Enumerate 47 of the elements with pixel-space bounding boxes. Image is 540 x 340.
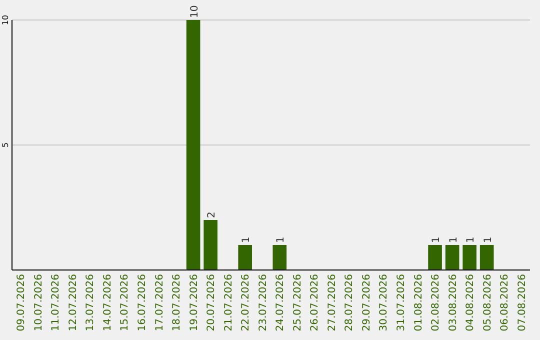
x-tick-label: 10.07.2026 xyxy=(33,274,44,332)
x-tick-label: 31.07.2026 xyxy=(396,274,407,332)
x-tick-label: 24.07.2026 xyxy=(275,274,286,332)
bar xyxy=(204,220,218,270)
data-label: 1 xyxy=(448,236,460,243)
x-tick-label: 02.08.2026 xyxy=(430,274,442,332)
x-tick-label: 09.07.2026 xyxy=(16,274,28,332)
data-label: 10 xyxy=(189,5,200,18)
x-tick-label: 21.07.2026 xyxy=(223,274,234,332)
x-tick-label: 13.07.2026 xyxy=(85,274,96,332)
x-tick-label: 18.07.2026 xyxy=(172,274,183,332)
x-tick-label: 03.08.2026 xyxy=(448,274,459,332)
data-label: 2 xyxy=(206,212,218,218)
data-label: 1 xyxy=(241,236,252,243)
x-tick-label: 07.08.2026 xyxy=(516,274,528,332)
x-tick-label: 30.07.2026 xyxy=(378,274,390,332)
bar xyxy=(480,245,494,270)
x-tick-label: 16.07.2026 xyxy=(137,274,148,332)
x-tick-label: 06.08.2026 xyxy=(500,274,511,332)
bar xyxy=(428,245,442,270)
x-tick-label: 28.07.2026 xyxy=(344,274,356,332)
x-tick-label: 01.08.2026 xyxy=(413,274,424,332)
bar xyxy=(272,245,287,270)
x-tick-label: 25.07.2026 xyxy=(292,274,304,332)
x-tick-label: 15.07.2026 xyxy=(120,274,131,332)
x-tick-label: 19.07.2026 xyxy=(188,274,200,332)
data-label: 1 xyxy=(431,236,442,243)
x-tick-label: 12.07.2026 xyxy=(68,274,79,332)
x-tick-label: 14.07.2026 xyxy=(102,274,114,332)
x-tick-label: 20.07.2026 xyxy=(206,274,218,332)
bar xyxy=(462,245,476,270)
x-tick-label: 04.08.2026 xyxy=(465,274,476,332)
bar xyxy=(445,245,460,270)
x-tick-label: 23.07.2026 xyxy=(258,274,269,332)
x-tick-label: 29.07.2026 xyxy=(361,274,372,332)
x-tick-label: 22.07.2026 xyxy=(240,274,252,332)
x-tick-label: 26.07.2026 xyxy=(310,274,321,332)
x-tick-label: 11.07.2026 xyxy=(50,274,62,332)
x-tick-label: 17.07.2026 xyxy=(154,274,166,332)
bar xyxy=(238,245,252,270)
y-tick-label: 5 xyxy=(1,142,10,148)
bar xyxy=(186,20,200,270)
x-tick-label: 05.08.2026 xyxy=(482,274,494,332)
data-label: 1 xyxy=(482,236,494,243)
x-tick-label: 27.07.2026 xyxy=(326,274,338,332)
data-label: 1 xyxy=(276,236,287,243)
data-label: 1 xyxy=(466,236,477,243)
